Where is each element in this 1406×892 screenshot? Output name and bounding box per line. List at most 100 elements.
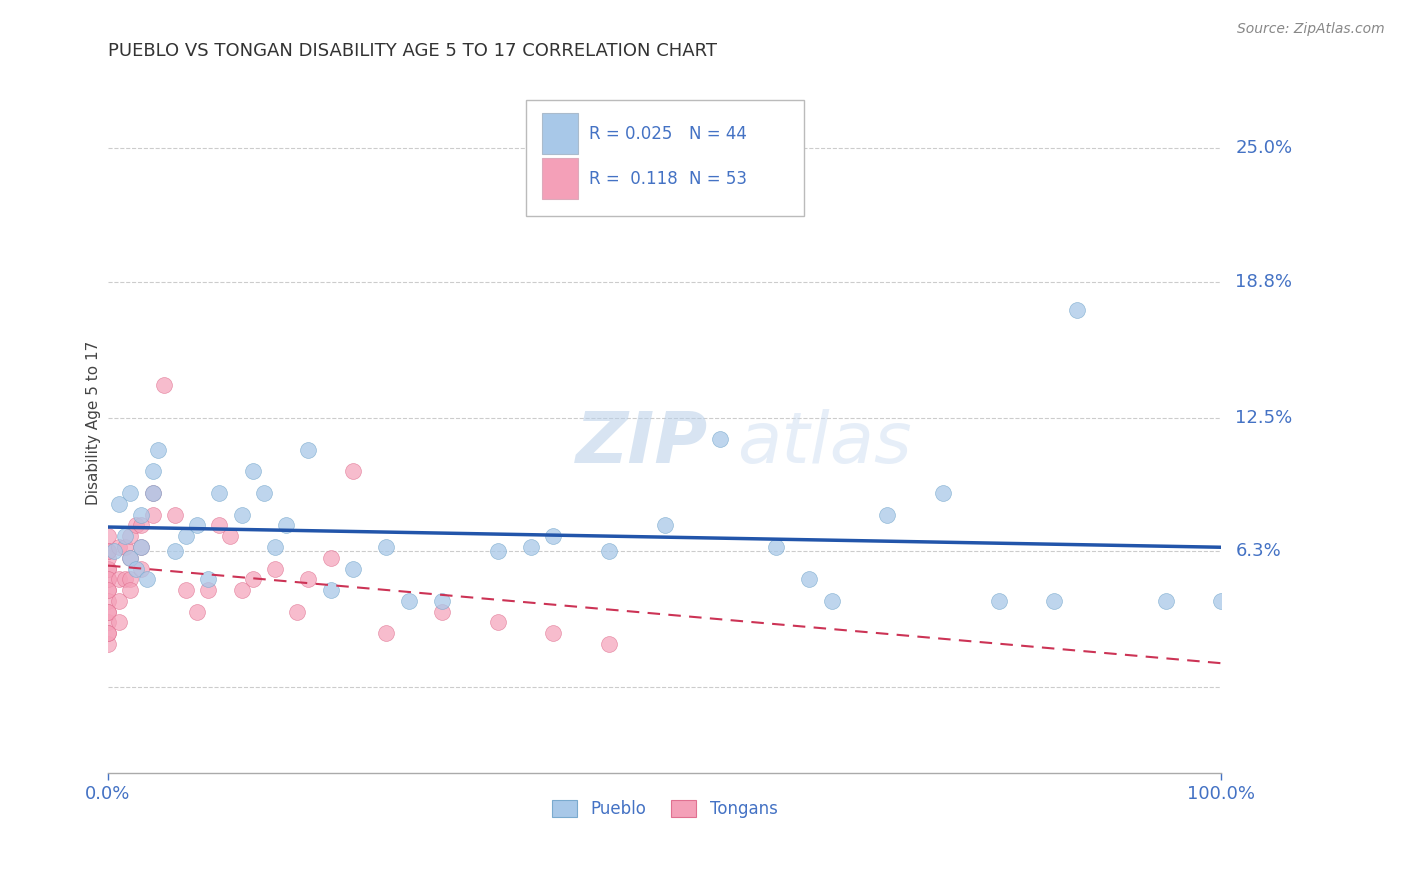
Point (163, 508, 186, 522)
FancyBboxPatch shape (543, 113, 578, 154)
Point (108, 497, 131, 511)
Point (264, 540, 287, 554)
Point (486, 615, 509, 630)
Point (120, 550, 142, 565)
Point (197, 583, 219, 598)
Point (114, 572, 136, 586)
Point (342, 561, 364, 575)
Point (799, 572, 821, 586)
Point (1066, 302, 1088, 317)
Point (131, 561, 153, 575)
Point (297, 572, 319, 586)
Point (141, 508, 163, 522)
Point (375, 626, 398, 640)
Point (120, 529, 142, 543)
Point (174, 529, 197, 543)
Point (131, 540, 153, 554)
Point (97, 561, 120, 575)
Point (97, 529, 120, 543)
Point (398, 594, 420, 608)
Point (97, 544, 120, 558)
Point (319, 550, 342, 565)
Point (543, 626, 565, 640)
Text: 12.5%: 12.5% (1236, 409, 1292, 426)
Point (97, 605, 120, 619)
Point (103, 544, 125, 558)
Point (131, 518, 153, 533)
Point (120, 486, 142, 500)
Text: ZIP: ZIP (575, 409, 707, 478)
Point (97, 594, 120, 608)
Point (208, 486, 231, 500)
Point (765, 540, 787, 554)
Point (120, 583, 142, 598)
Point (285, 605, 308, 619)
Point (932, 486, 955, 500)
Point (97, 626, 120, 640)
Text: Source: ZipAtlas.com: Source: ZipAtlas.com (1237, 22, 1385, 37)
Point (186, 518, 208, 533)
Point (231, 508, 253, 522)
Text: atlas: atlas (737, 409, 911, 478)
Point (141, 486, 163, 500)
Point (108, 572, 131, 586)
Point (276, 518, 298, 533)
Point (242, 465, 264, 479)
Point (120, 550, 142, 565)
Point (1211, 594, 1233, 608)
Point (97, 637, 120, 651)
Point (97, 544, 120, 558)
Point (97, 583, 120, 598)
Point (97, 544, 120, 558)
Point (486, 544, 509, 558)
FancyBboxPatch shape (543, 158, 578, 199)
Point (174, 583, 197, 598)
Point (97, 572, 120, 586)
Point (598, 637, 620, 651)
Point (163, 544, 186, 558)
Point (520, 540, 543, 554)
Point (709, 432, 731, 446)
Point (219, 529, 242, 543)
Point (375, 540, 398, 554)
Point (125, 518, 148, 533)
Point (97, 626, 120, 640)
Point (97, 561, 120, 575)
Point (131, 540, 153, 554)
Point (136, 572, 159, 586)
Point (264, 561, 287, 575)
Point (108, 615, 131, 630)
Point (319, 583, 342, 598)
Legend: Pueblo, Tongans: Pueblo, Tongans (546, 793, 785, 825)
Text: N = 44: N = 44 (689, 125, 747, 143)
Point (430, 594, 453, 608)
Point (1154, 594, 1177, 608)
Point (654, 518, 676, 533)
Text: N = 53: N = 53 (689, 170, 747, 188)
Point (108, 540, 131, 554)
Text: PUEBLO VS TONGAN DISABILITY AGE 5 TO 17 CORRELATION CHART: PUEBLO VS TONGAN DISABILITY AGE 5 TO 17 … (108, 42, 717, 60)
Point (131, 508, 153, 522)
Point (987, 594, 1010, 608)
Point (125, 561, 148, 575)
FancyBboxPatch shape (526, 101, 804, 216)
Text: 25.0%: 25.0% (1236, 139, 1292, 157)
Point (97, 550, 120, 565)
Point (97, 572, 120, 586)
Point (141, 465, 163, 479)
Point (97, 615, 120, 630)
Point (120, 572, 142, 586)
Point (876, 508, 898, 522)
Point (208, 518, 231, 533)
Point (1043, 594, 1066, 608)
Point (197, 572, 219, 586)
Point (114, 529, 136, 543)
Point (598, 544, 620, 558)
Point (231, 583, 253, 598)
Point (253, 486, 276, 500)
Point (297, 442, 319, 457)
Point (242, 572, 264, 586)
Text: R = 0.025: R = 0.025 (589, 125, 672, 143)
Point (430, 605, 453, 619)
Y-axis label: Disability Age 5 to 17: Disability Age 5 to 17 (86, 341, 101, 505)
